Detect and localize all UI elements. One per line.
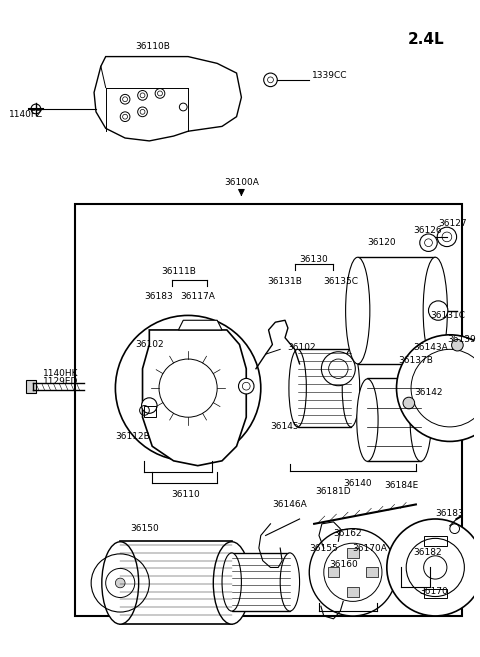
Bar bbox=[328, 568, 339, 577]
Circle shape bbox=[429, 301, 448, 320]
Circle shape bbox=[437, 227, 456, 246]
Text: 36143A: 36143A bbox=[413, 343, 448, 352]
Text: 36155: 36155 bbox=[310, 543, 338, 553]
Text: 36140: 36140 bbox=[343, 478, 372, 487]
Text: 36183: 36183 bbox=[435, 509, 464, 518]
Text: 36131B: 36131B bbox=[267, 277, 302, 286]
Circle shape bbox=[324, 543, 382, 601]
Text: 36182: 36182 bbox=[413, 549, 442, 557]
Text: 36112B: 36112B bbox=[116, 432, 150, 441]
Ellipse shape bbox=[289, 350, 306, 427]
Circle shape bbox=[403, 397, 415, 409]
Text: 36117A: 36117A bbox=[180, 292, 215, 300]
Polygon shape bbox=[143, 330, 246, 466]
Circle shape bbox=[144, 344, 232, 432]
Text: 36127: 36127 bbox=[438, 219, 467, 228]
Bar bbox=[232, 553, 290, 611]
Bar bbox=[424, 536, 447, 546]
Text: 36110: 36110 bbox=[171, 490, 200, 499]
Ellipse shape bbox=[102, 542, 139, 624]
Text: 36160: 36160 bbox=[329, 560, 358, 569]
Text: 36162: 36162 bbox=[334, 529, 362, 538]
Bar bbox=[366, 568, 378, 577]
Ellipse shape bbox=[280, 553, 300, 611]
Text: 36183: 36183 bbox=[144, 292, 173, 300]
Ellipse shape bbox=[213, 542, 250, 624]
Text: 36100A: 36100A bbox=[224, 178, 259, 187]
Text: 36130: 36130 bbox=[300, 255, 328, 263]
Bar bbox=[367, 378, 421, 461]
Ellipse shape bbox=[322, 351, 355, 386]
Circle shape bbox=[142, 397, 157, 413]
Text: 36120: 36120 bbox=[368, 238, 396, 247]
Bar bbox=[347, 587, 359, 597]
Text: 36137B: 36137B bbox=[398, 357, 433, 365]
Ellipse shape bbox=[346, 258, 370, 364]
Bar bbox=[298, 350, 351, 427]
Text: 36139: 36139 bbox=[447, 335, 476, 344]
Bar bbox=[26, 380, 36, 393]
Bar bbox=[347, 548, 359, 558]
Ellipse shape bbox=[342, 350, 360, 427]
Text: 36135C: 36135C bbox=[323, 277, 358, 286]
Ellipse shape bbox=[357, 379, 378, 461]
Circle shape bbox=[452, 340, 463, 351]
Circle shape bbox=[115, 578, 125, 588]
Text: 36150: 36150 bbox=[130, 524, 159, 533]
Circle shape bbox=[420, 234, 437, 252]
Ellipse shape bbox=[423, 258, 447, 364]
Text: 36102: 36102 bbox=[287, 343, 316, 352]
Text: 2.4L: 2.4L bbox=[407, 32, 444, 47]
Circle shape bbox=[239, 378, 254, 394]
Text: 36170: 36170 bbox=[419, 587, 448, 596]
Text: 36181D: 36181D bbox=[316, 487, 351, 496]
Circle shape bbox=[478, 411, 480, 422]
Text: 36184E: 36184E bbox=[384, 480, 419, 489]
Circle shape bbox=[309, 529, 396, 616]
Circle shape bbox=[411, 350, 480, 427]
Circle shape bbox=[406, 538, 464, 597]
Bar bbox=[424, 589, 447, 599]
Text: 36131C: 36131C bbox=[431, 311, 466, 320]
Text: 1140HK: 1140HK bbox=[43, 369, 78, 378]
Text: 36145: 36145 bbox=[271, 422, 300, 432]
Text: 1140FZ: 1140FZ bbox=[9, 110, 43, 120]
Circle shape bbox=[387, 519, 480, 616]
Text: 36126: 36126 bbox=[413, 225, 442, 235]
Bar bbox=[358, 258, 435, 364]
Text: 36146A: 36146A bbox=[273, 500, 307, 509]
Circle shape bbox=[396, 335, 480, 442]
Ellipse shape bbox=[222, 553, 241, 611]
Text: 1129ED: 1129ED bbox=[43, 377, 78, 386]
Bar bbox=[144, 405, 156, 417]
Text: 36111B: 36111B bbox=[161, 267, 196, 277]
Ellipse shape bbox=[410, 379, 432, 461]
Bar bbox=[120, 541, 232, 623]
Polygon shape bbox=[179, 320, 222, 330]
Circle shape bbox=[424, 556, 447, 579]
Text: 36110B: 36110B bbox=[135, 43, 169, 51]
Text: 36102: 36102 bbox=[135, 340, 164, 349]
Text: 1339CC: 1339CC bbox=[312, 72, 348, 80]
Circle shape bbox=[115, 315, 261, 461]
Text: 36170A: 36170A bbox=[352, 543, 387, 553]
Ellipse shape bbox=[329, 359, 348, 378]
Bar bbox=[75, 204, 462, 616]
Text: 36142: 36142 bbox=[414, 388, 443, 397]
